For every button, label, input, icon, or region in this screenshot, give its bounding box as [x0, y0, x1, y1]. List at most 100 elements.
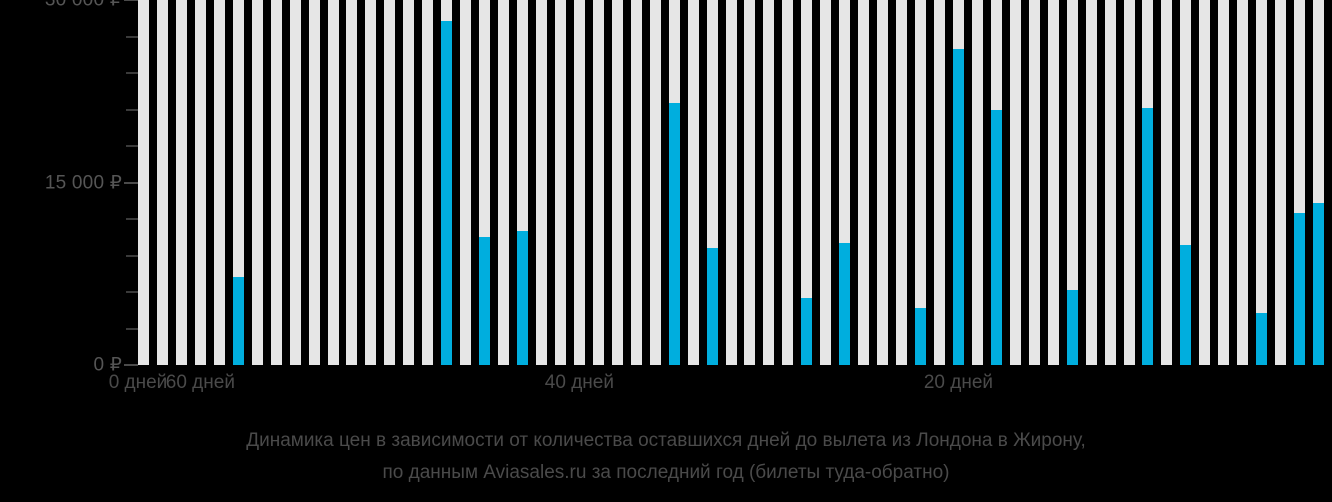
bar-background [308, 0, 320, 365]
bar-background [1294, 0, 1306, 365]
bar-background [384, 0, 396, 365]
y-tick-mark-minor [126, 218, 138, 220]
bar-background [915, 0, 927, 365]
bar-background [877, 0, 889, 365]
bar-background [403, 0, 415, 365]
bar-background [744, 0, 756, 365]
x-axis: 60 дней 40 дней 20 дней 0 дней [0, 372, 1332, 406]
bar-background [782, 0, 794, 365]
bar-value[interactable] [1142, 108, 1154, 365]
bar-background [536, 0, 547, 365]
bar-background [1066, 0, 1078, 365]
bar-background [1313, 0, 1325, 365]
bar-background [858, 0, 870, 365]
bar-background [839, 0, 851, 365]
bar-background [934, 0, 945, 365]
bar-value[interactable] [915, 307, 927, 365]
bar-background [554, 0, 566, 365]
y-tick-label: 0 ₽ [93, 354, 122, 376]
bar-background [1218, 0, 1230, 365]
bar-background [365, 0, 377, 365]
y-axis: 0 ₽ 15 000 ₽ 30 000 ₽ [0, 0, 138, 376]
bar-value[interactable] [668, 103, 680, 365]
bar-background [820, 0, 832, 365]
bar-value[interactable] [1256, 312, 1268, 365]
y-tick-mark-minor [126, 35, 138, 38]
bar-background [479, 0, 491, 365]
plot-area [138, 0, 1332, 365]
bar-background [175, 0, 187, 365]
bar-background [706, 0, 718, 365]
caption-line-1: Динамика цен в зависимости от количества… [246, 430, 1086, 451]
bar-background [1085, 0, 1097, 365]
bar-value[interactable] [990, 109, 1002, 365]
y-tick-mark-minor [126, 72, 138, 74]
bar-background [156, 0, 168, 365]
bar-background [1199, 0, 1211, 365]
bar-background [1028, 0, 1040, 365]
bar-background [1275, 0, 1287, 365]
y-tick-mark [124, 0, 138, 1]
bar-background [270, 0, 282, 365]
bar-background [517, 0, 529, 365]
bar-value[interactable] [1066, 289, 1078, 365]
y-tick-label: 30 000 ₽ [44, 0, 122, 11]
bar-background [649, 0, 661, 365]
y-tick-mark [124, 364, 138, 366]
bar-background [327, 0, 339, 365]
bar-background [138, 0, 149, 365]
bar-background [194, 0, 206, 365]
bar-value[interactable] [441, 20, 453, 365]
x-tick-label: 20 дней [923, 372, 994, 393]
bar-value[interactable] [232, 277, 244, 365]
bar-background [687, 0, 699, 365]
bar-background [1123, 0, 1135, 365]
bar-background [801, 0, 813, 365]
bar-background [971, 0, 983, 365]
bar-background [232, 0, 244, 365]
bar-background [1009, 0, 1021, 365]
y-tick-mark-minor [126, 327, 138, 330]
bar-background [592, 0, 604, 365]
bar-value[interactable] [1294, 212, 1306, 365]
bar-background [611, 0, 623, 365]
bar-background [422, 0, 434, 365]
y-tick-mark-minor [126, 108, 138, 111]
x-tick-label: 60 дней [165, 372, 235, 393]
bar-background [1180, 0, 1192, 365]
bar-background [213, 0, 225, 365]
bar-value[interactable] [952, 48, 964, 365]
bar-value[interactable] [839, 243, 851, 365]
chart-caption: Динамика цен в зависимости от количества… [0, 425, 1332, 489]
bar-value[interactable] [1180, 244, 1192, 365]
bar-value[interactable] [1313, 203, 1325, 365]
bar-background [1161, 0, 1173, 365]
bar-value[interactable] [706, 248, 718, 365]
y-tick-mark [124, 181, 138, 184]
x-tick-label: 40 дней [544, 372, 614, 393]
bar-background [1104, 0, 1116, 365]
y-tick-mark-minor [126, 145, 138, 147]
y-tick-mark-minor [126, 291, 138, 293]
bar-background [1237, 0, 1249, 365]
bar-background [251, 0, 263, 365]
bar-value[interactable] [517, 231, 529, 365]
bar-background [346, 0, 358, 365]
bar-background [763, 0, 775, 365]
bar-background [289, 0, 301, 365]
bar-background [1047, 0, 1059, 365]
x-tick-label: 0 дней [108, 372, 168, 393]
bar-background [1256, 0, 1268, 365]
bar-background [573, 0, 585, 365]
bar-background [460, 0, 472, 365]
y-tick-mark-minor [126, 254, 138, 257]
bar-value[interactable] [479, 237, 491, 365]
bar-value[interactable] [801, 298, 813, 365]
bar-background [498, 0, 510, 365]
caption-line-2: по данным Aviasales.ru за последний год … [382, 462, 950, 483]
bar-background [630, 0, 642, 365]
bar-background [896, 0, 908, 365]
bar-background [725, 0, 737, 365]
y-tick-label: 15 000 ₽ [44, 172, 122, 193]
